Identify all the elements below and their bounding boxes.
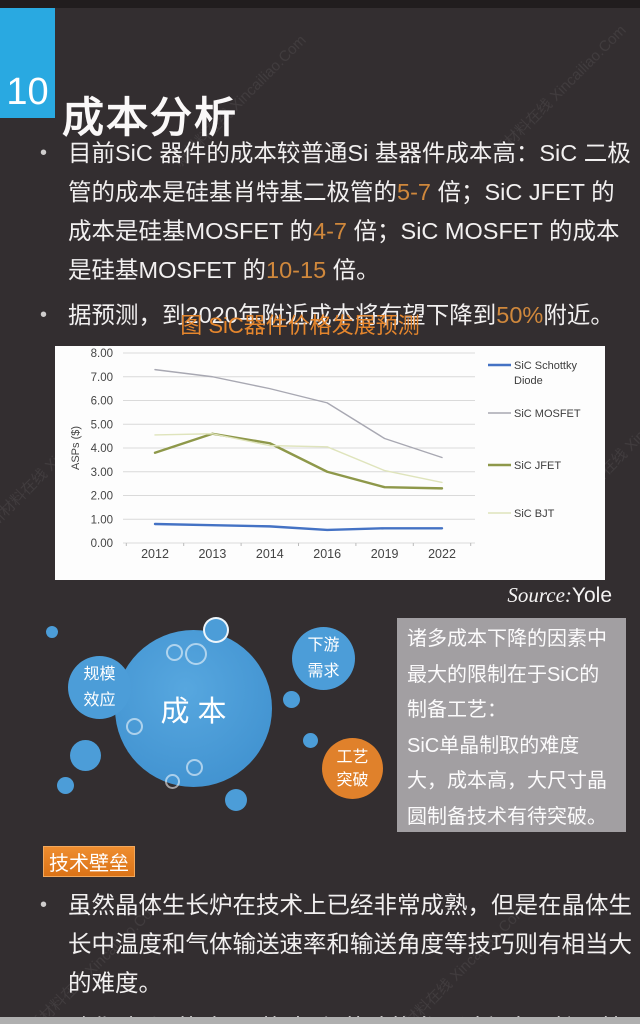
bubble-process-breakthrough: 工艺 突破 <box>322 738 383 799</box>
decor-dot <box>283 691 300 708</box>
info-box-paragraph: SiC单晶制取的难度大，成本高，大尺寸晶圆制备技术有待突破。 <box>407 734 607 828</box>
svg-text:4.00: 4.00 <box>91 443 113 455</box>
tech-barrier-header: 技术壁垒 <box>43 846 135 877</box>
decor-ring <box>126 718 143 735</box>
decor-dot <box>46 626 58 638</box>
bullet-text: 目前SiC 器件的成本较普通Si 基器件成本高：SiC 二极管的成本是硅基肖特基… <box>68 140 631 283</box>
bullet-text: 据预测，到2020年附近成本将有望下降到50%附近。 <box>68 302 614 328</box>
svg-text:7.00: 7.00 <box>91 372 113 384</box>
bubble-scale-effect: 规模 效应 <box>68 656 131 719</box>
bullet-marker: • <box>40 142 48 164</box>
bubble-downstream-demand: 下游 需求 <box>292 627 355 690</box>
svg-text:ASPs ($): ASPs ($) <box>70 426 82 470</box>
info-box: 诸多成本下降的因素中最大的限制在于SiC的制备工艺： SiC单晶制取的难度大，成本… <box>397 618 626 832</box>
decor-dot <box>225 789 247 811</box>
page-title: 成本分析 <box>62 94 239 141</box>
decor-ring <box>186 759 203 776</box>
svg-text:SiC MOSFET: SiC MOSFET <box>514 408 581 420</box>
tech-barrier-label: 技术壁垒 <box>49 853 129 875</box>
svg-text:2019: 2019 <box>371 547 399 561</box>
price-chart-svg: 0.00 1.00 2.00 3.00 4.00 5.00 6.00 7.00 8.00 2012… <box>70 348 581 561</box>
bullet-item: • 虽然晶体生长炉在技术上已经非常成熟，但是在晶体生长中温度和气体输送速率和输送角… <box>40 886 634 1003</box>
svg-text:3.00: 3.00 <box>91 467 113 479</box>
top-border <box>0 0 640 8</box>
bottom-border <box>0 1017 640 1024</box>
decor-dot <box>70 740 101 771</box>
decor-dot <box>303 733 318 748</box>
svg-text:Diode: Diode <box>514 375 543 387</box>
bullet-item: • 目前SiC 器件的成本较普通Si 基器件成本高：SiC 二极管的成本是硅基肖特… <box>40 134 634 290</box>
svg-text:SiC BJT: SiC BJT <box>514 508 555 520</box>
tech-bullet-list: • 虽然晶体生长炉在技术上已经非常成熟，但是在晶体生长中温度和气体输送速率和输送角… <box>40 886 634 1024</box>
svg-text:1.00: 1.00 <box>91 514 113 526</box>
bullet-item: • 据预测，到2020年附近成本将有望下降到50%附近。 <box>40 296 634 335</box>
source-credit: Source:Yole <box>507 583 612 608</box>
bullet-text: 虽然晶体生长炉在技术上已经非常成熟，但是在晶体生长中温度和气体输送速率和输送角度… <box>68 892 632 996</box>
decor-ring <box>165 774 180 789</box>
page-number: 10 <box>6 71 49 113</box>
decor-ring <box>166 644 183 661</box>
bubble-cost-label: 成本 <box>160 695 235 728</box>
decor-dot <box>57 777 74 794</box>
source-label: Source: <box>507 583 572 607</box>
svg-text:2012: 2012 <box>141 547 169 561</box>
svg-text:0.00: 0.00 <box>91 538 113 550</box>
svg-text:2016: 2016 <box>313 547 341 561</box>
svg-text:8.00: 8.00 <box>91 348 113 360</box>
page-number-badge: 10 <box>0 8 55 118</box>
svg-text:SiC Schottky: SiC Schottky <box>514 360 577 372</box>
svg-text:6.00: 6.00 <box>91 396 113 408</box>
svg-text:2022: 2022 <box>428 547 456 561</box>
decor-ring <box>185 643 207 665</box>
svg-text:2013: 2013 <box>198 547 226 561</box>
decor-circle <box>203 617 229 643</box>
svg-text:2.00: 2.00 <box>91 491 113 503</box>
intro-bullet-list: • 目前SiC 器件的成本较普通Si 基器件成本高：SiC 二极管的成本是硅基肖特… <box>40 134 634 341</box>
source-value: Yole <box>571 584 612 607</box>
svg-text:5.00: 5.00 <box>91 419 113 431</box>
price-forecast-chart: 0.00 1.00 2.00 3.00 4.00 5.00 6.00 7.00 8.00 2012… <box>55 346 605 580</box>
svg-text:2014: 2014 <box>256 547 284 561</box>
bullet-marker: • <box>40 894 48 916</box>
svg-text:SiC JFET: SiC JFET <box>514 460 561 472</box>
chart-caption: 图 SiC器件价格发展预测 <box>180 313 420 338</box>
info-box-paragraph: 诸多成本下降的因素中最大的限制在于SiC的制备工艺： <box>407 628 607 721</box>
bullet-marker: • <box>40 304 48 326</box>
